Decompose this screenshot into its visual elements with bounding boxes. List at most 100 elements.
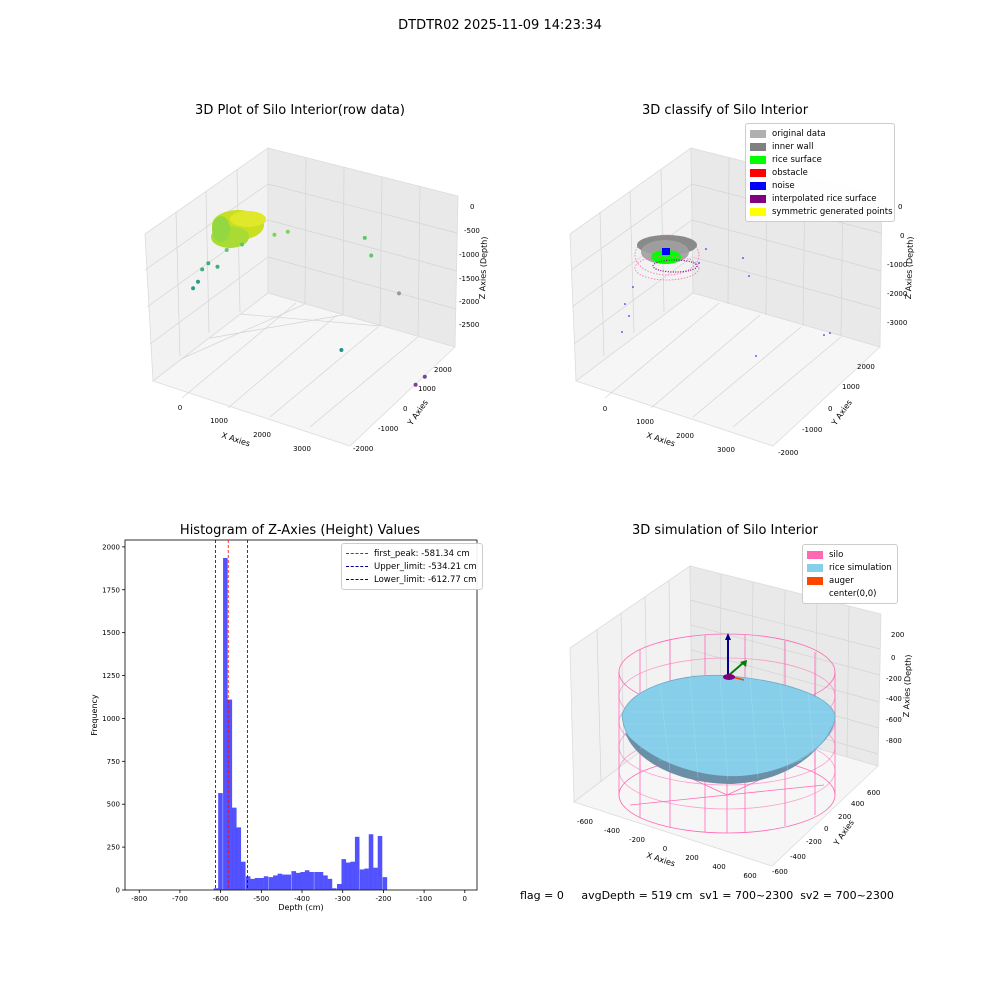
- histogram-xtick-label: -100: [416, 895, 432, 903]
- plot3-bars: [213, 558, 388, 890]
- plot1-xtick: 0: [178, 404, 182, 412]
- histogram-bar: [350, 861, 355, 890]
- histogram-xtick-label: -400: [294, 895, 310, 903]
- plot4-xtick: 600: [743, 872, 756, 880]
- plot2-silo-cluster: [634, 234, 700, 281]
- plot1-ytick: -1000: [378, 425, 398, 433]
- plot2-legend-item: original data: [750, 127, 890, 140]
- plot2-legend-item: symmetric generated points: [750, 205, 893, 218]
- plot1-point: [285, 229, 290, 234]
- histogram-bar: [250, 878, 255, 890]
- plot2-legend-item: noise: [750, 179, 890, 192]
- plot2-legend-swatch: [750, 155, 766, 164]
- plot3-legend-line: [346, 566, 368, 567]
- plot1-point: [413, 382, 418, 387]
- plot2-legend-swatch: [750, 194, 766, 203]
- plot4-xtick: -400: [604, 827, 620, 835]
- plot2-legend-item: inner wall: [750, 140, 890, 153]
- plot2-legend-label: inner wall: [772, 141, 814, 152]
- plot1-surface-cluster: [211, 210, 266, 248]
- plot2-zlabel: Z Axies (Depth): [904, 236, 915, 299]
- plot4-3d-simulation: -600 -400 -200 0 200 400 600 -600 -400 -…: [569, 565, 913, 880]
- histogram-bar: [259, 877, 264, 890]
- histogram-ytick-label: 500: [107, 801, 120, 809]
- plot4-ztick: 0: [891, 654, 895, 662]
- plot4-ytick: 600: [867, 789, 880, 797]
- plot4-ytick: 400: [851, 800, 864, 808]
- plot1-point: [224, 248, 229, 252]
- figure-title: DTDTR02 2025-11-09 14:23:34: [398, 18, 602, 33]
- plot3-title: Histogram of Z-Axies (Height) Values: [179, 523, 421, 538]
- plot3-vlines: [215, 540, 248, 890]
- plot4-tick-labels: -600 -400 -200 0 200 400 600 -600 -400 -…: [577, 631, 904, 880]
- plot4-legend-item: silo: [807, 548, 893, 561]
- plot1-point: [191, 286, 196, 291]
- plot3-ylabel: Frequency: [90, 694, 99, 736]
- histogram-bar: [309, 871, 314, 890]
- histogram-bar: [359, 869, 365, 890]
- plot2-legend-swatch: [750, 142, 766, 151]
- plot1-point: [362, 235, 367, 240]
- histogram-bar: [263, 876, 269, 890]
- plot3-xlabel: Depth (cm): [278, 903, 323, 912]
- plot2-legend-item: rice surface: [750, 153, 890, 166]
- plot1-ytick: -2000: [353, 445, 373, 453]
- histogram-bar: [364, 868, 369, 890]
- plot2-ytick: 0: [828, 405, 832, 413]
- plot2-legend-label: interpolated rice surface: [772, 193, 877, 204]
- plot2-xtick: 1000: [636, 418, 654, 426]
- plot4-legend-label: rice simulation: [829, 562, 892, 573]
- histogram-bar: [223, 558, 228, 890]
- plot1-point: [200, 267, 205, 272]
- histogram-ytick-label: 1250: [102, 672, 120, 680]
- plot1-xtick: 3000: [293, 445, 311, 453]
- histogram-bar: [337, 884, 342, 890]
- histogram-ytick-label: 1750: [102, 586, 120, 594]
- plot2-xtick: 2000: [676, 432, 694, 440]
- plot3-legend: first_peak: -581.34 cm Upper_limit: -534.…: [341, 543, 483, 590]
- plot4-auger: [723, 633, 747, 681]
- histogram-bar: [354, 836, 360, 890]
- plot1-zlabel: Z Axies (Depth): [478, 236, 489, 299]
- plot2-ztick: -1000: [887, 261, 907, 269]
- histogram-ytick-label: 750: [107, 758, 120, 766]
- plot1-axes-panes: [144, 147, 459, 447]
- plot1-ztick: 0: [470, 203, 474, 211]
- plot4-ytick: -600: [772, 868, 788, 876]
- histogram-bar: [236, 827, 242, 890]
- plot4-legend-item: rice simulation: [807, 561, 893, 574]
- plot1-point: [272, 232, 277, 237]
- plot2-3d-classify: 0 1000 2000 3000 -2000 -1000 0 1000 2000…: [569, 147, 915, 457]
- histogram-bar: [240, 861, 246, 890]
- plot4-ytick: -200: [806, 838, 822, 846]
- plot1-ytick: 0: [403, 405, 407, 413]
- plot4-ztick: -200: [886, 675, 902, 683]
- plot1-xtick: 1000: [210, 417, 228, 425]
- plot2-xtick: 0: [603, 405, 607, 413]
- histogram-xtick-label: -800: [131, 895, 147, 903]
- plot2-title: 3D classify of Silo Interior: [641, 103, 809, 118]
- histogram-ytick-label: 1500: [102, 629, 120, 637]
- plot2-legend-item: obstacle: [750, 166, 890, 179]
- plot2-ztick-partial: 0: [900, 232, 904, 240]
- plot4-ztick: 200: [891, 631, 904, 639]
- plot1-ztick: -1000: [459, 251, 479, 259]
- histogram-bar: [295, 872, 301, 890]
- plot3-legend-item: Lower_limit: -612.77 cm: [346, 573, 478, 586]
- plot2-legend-label: rice surface: [772, 154, 822, 165]
- plot1-point: [215, 264, 220, 269]
- plot4-title: 3D simulation of Silo Interior: [632, 523, 818, 538]
- plot1-xtick: 2000: [253, 431, 271, 439]
- plot3-yticks: 0 250 500 750 1000 1250 1500 1750 2000: [102, 543, 125, 895]
- status-footer: flag = 0 avgDepth = 519 cm sv1 = 700~230…: [520, 889, 894, 902]
- plot2-ytick: 1000: [842, 383, 860, 391]
- plot2-ztick: -3000: [887, 319, 907, 327]
- histogram-bar: [254, 877, 260, 890]
- histogram-bar: [227, 699, 233, 890]
- plot2-tick-labels: 0 1000 2000 3000 -2000 -1000 0 1000 2000…: [603, 203, 908, 457]
- plot1-ztick: -500: [464, 227, 480, 235]
- plot1-points: [191, 229, 427, 387]
- histogram-bar: [377, 835, 383, 890]
- plot4-legend: silo rice simulation auger center(0,0): [802, 544, 898, 604]
- plot1-ztick: -1500: [459, 275, 479, 283]
